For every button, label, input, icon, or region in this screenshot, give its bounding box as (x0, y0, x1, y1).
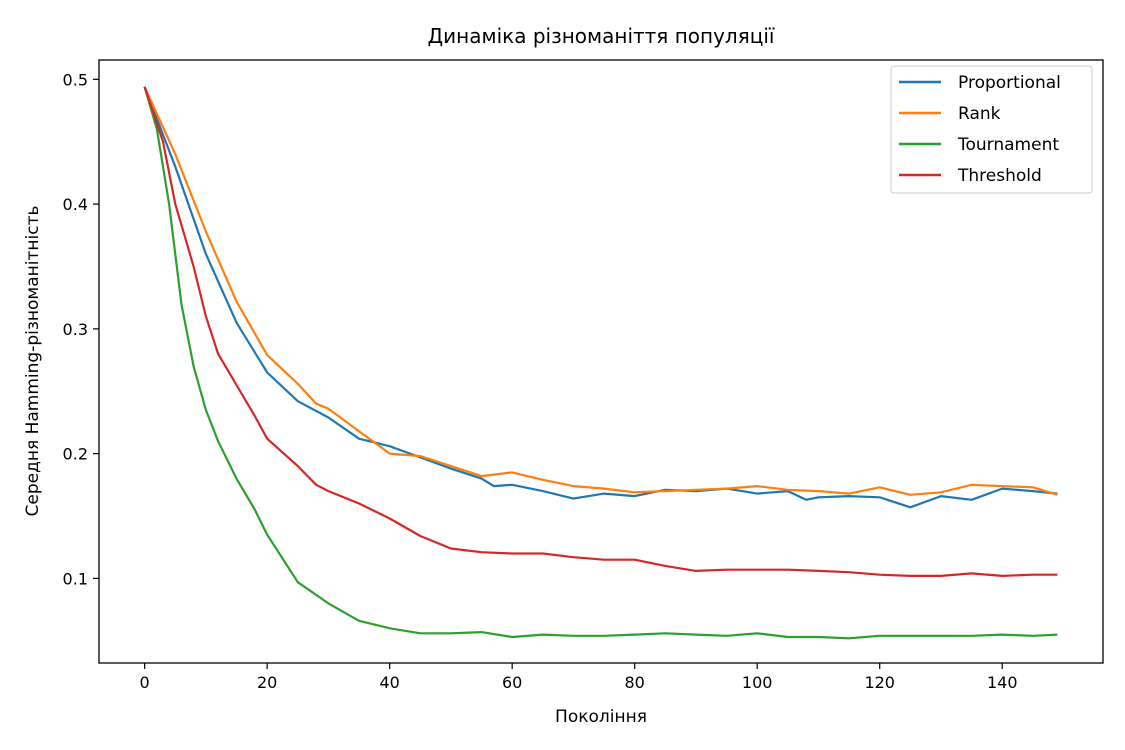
chart-title: Динаміка різноманіття популяції (428, 24, 775, 48)
y-axis-label: Середня Hamming-різноманітність (23, 206, 43, 517)
y-tick-label: 0.3 (63, 320, 88, 339)
legend-label-tournament: Tournament (957, 135, 1059, 155)
x-tick-label: 120 (864, 673, 895, 692)
legend-label-proportional: Proportional (958, 73, 1061, 93)
plot-lines (143, 86, 1058, 640)
legend: Proportional Rank Tournament Threshold (890, 65, 1093, 194)
x-axis-ticks: 0 20 40 60 80 100 120 140 (140, 663, 1018, 692)
y-tick-label: 0.1 (63, 569, 88, 588)
series-line-proportional (143, 86, 1058, 509)
x-tick-label: 100 (742, 673, 773, 692)
y-axis-ticks: 0.1 0.2 0.3 0.4 0.5 (63, 70, 99, 588)
series-line-threshold (143, 86, 1058, 577)
legend-label-threshold: Threshold (957, 166, 1042, 186)
x-tick-label: 60 (502, 673, 522, 692)
x-tick-label: 140 (987, 673, 1018, 692)
x-tick-label: 0 (140, 673, 150, 692)
series-line-tournament (143, 86, 1058, 640)
x-tick-label: 20 (257, 673, 277, 692)
legend-label-rank: Rank (958, 104, 1001, 124)
x-tick-label: 80 (625, 673, 645, 692)
series-line-rank (143, 86, 1058, 496)
plot-frame (98, 59, 1104, 664)
x-tick-label: 40 (379, 673, 399, 692)
y-tick-label: 0.5 (63, 70, 88, 89)
x-axis-label: Покоління (555, 707, 647, 727)
y-tick-label: 0.2 (63, 445, 88, 464)
legend-box (890, 65, 1093, 194)
y-tick-label: 0.4 (63, 195, 88, 214)
